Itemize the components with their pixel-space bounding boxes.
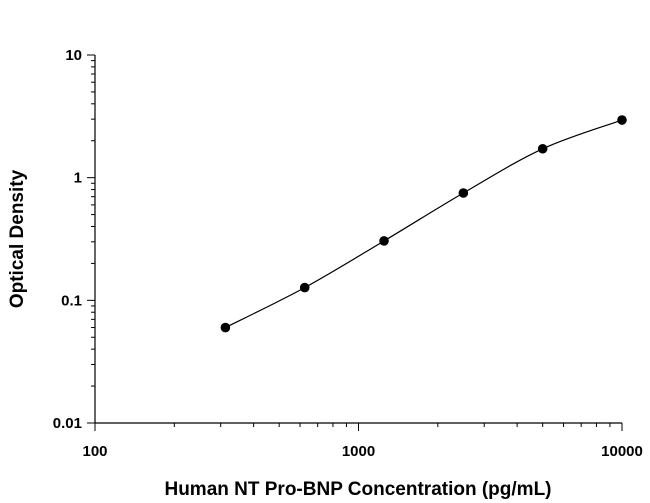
x-tick-labels: 100 1000 10000 — [82, 443, 642, 460]
x-tick-label: 10000 — [601, 443, 643, 460]
data-point — [537, 143, 548, 154]
data-point — [458, 188, 469, 198]
x-axis-title: Human NT Pro-BNP Concentration (pg/mL) — [164, 479, 551, 500]
data-point — [617, 115, 627, 125]
data-points — [220, 115, 627, 333]
y-tick-label: 0.01 — [53, 415, 82, 432]
data-point — [299, 282, 310, 293]
data-point — [379, 236, 389, 246]
y-tick-label: 0.1 — [61, 292, 82, 309]
axis-minor-ticks — [87, 54, 623, 431]
data-point — [220, 322, 231, 333]
y-tick-label: 1 — [74, 170, 82, 187]
y-tick-label: 10 — [65, 47, 82, 64]
fit-curve-line — [225, 119, 623, 329]
y-axis-title: Optical Density — [7, 169, 28, 308]
y-tick-labels: 0.01 0.1 1 10 — [53, 47, 82, 432]
x-tick-label: 100 — [82, 443, 107, 460]
x-tick-label: 1000 — [342, 443, 375, 460]
